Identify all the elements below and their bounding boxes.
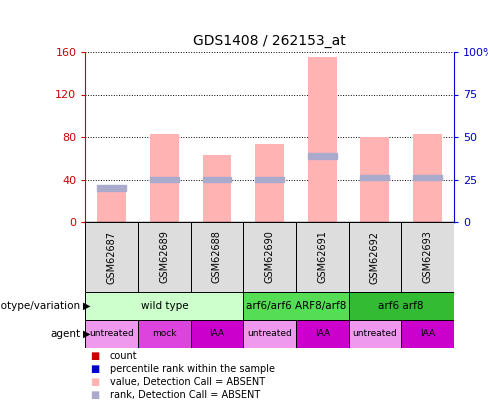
Bar [150, 134, 179, 222]
Bar [401, 320, 454, 348]
Text: arf6 arf8: arf6 arf8 [379, 301, 424, 311]
Text: ■: ■ [90, 351, 100, 361]
Bar [203, 177, 231, 182]
Text: agent: agent [50, 329, 81, 339]
Bar [361, 137, 389, 222]
Bar [296, 222, 348, 292]
Bar [348, 320, 401, 348]
Bar [401, 222, 454, 292]
Bar [413, 175, 442, 180]
Bar [97, 185, 126, 222]
Text: IAA: IAA [420, 330, 435, 339]
Bar [244, 320, 296, 348]
Bar [308, 153, 337, 159]
Bar [348, 222, 401, 292]
Text: GSM62688: GSM62688 [212, 230, 222, 284]
Bar [296, 320, 348, 348]
Text: genotype/variation: genotype/variation [0, 301, 81, 311]
Bar [244, 222, 296, 292]
Text: untreated: untreated [247, 330, 292, 339]
Bar [85, 292, 244, 320]
Bar [138, 222, 191, 292]
Title: GDS1408 / 262153_at: GDS1408 / 262153_at [193, 34, 346, 48]
Text: ■: ■ [90, 377, 100, 387]
Bar [150, 177, 179, 182]
Text: value, Detection Call = ABSENT: value, Detection Call = ABSENT [110, 377, 265, 387]
Bar [97, 185, 126, 191]
Text: IAA: IAA [209, 330, 224, 339]
Text: ▶: ▶ [83, 329, 90, 339]
Text: percentile rank within the sample: percentile rank within the sample [110, 364, 275, 374]
Text: IAA: IAA [315, 330, 330, 339]
Text: untreated: untreated [352, 330, 397, 339]
Text: ■: ■ [90, 364, 100, 374]
Text: mock: mock [152, 330, 177, 339]
Text: GSM62691: GSM62691 [317, 230, 327, 284]
Bar [361, 175, 389, 180]
Bar [138, 320, 191, 348]
Bar [85, 320, 138, 348]
Text: rank, Detection Call = ABSENT: rank, Detection Call = ABSENT [110, 390, 260, 400]
Bar [191, 222, 244, 292]
Text: untreated: untreated [89, 330, 134, 339]
Text: GSM62689: GSM62689 [160, 230, 169, 284]
Text: GSM62692: GSM62692 [370, 230, 380, 284]
Text: count: count [110, 351, 138, 361]
Text: GSM62687: GSM62687 [107, 230, 117, 284]
Text: ■: ■ [90, 390, 100, 400]
Bar [308, 58, 337, 222]
Bar [203, 155, 231, 222]
Bar [191, 320, 244, 348]
Text: arf6/arf6 ARF8/arf8: arf6/arf6 ARF8/arf8 [246, 301, 346, 311]
Bar [413, 134, 442, 222]
Bar [85, 222, 138, 292]
Bar [255, 145, 284, 222]
Bar [244, 292, 348, 320]
Bar [255, 177, 284, 182]
Text: wild type: wild type [141, 301, 188, 311]
Bar [348, 292, 454, 320]
Text: ▶: ▶ [83, 301, 90, 311]
Text: GSM62693: GSM62693 [423, 230, 432, 284]
Text: GSM62690: GSM62690 [264, 230, 275, 284]
